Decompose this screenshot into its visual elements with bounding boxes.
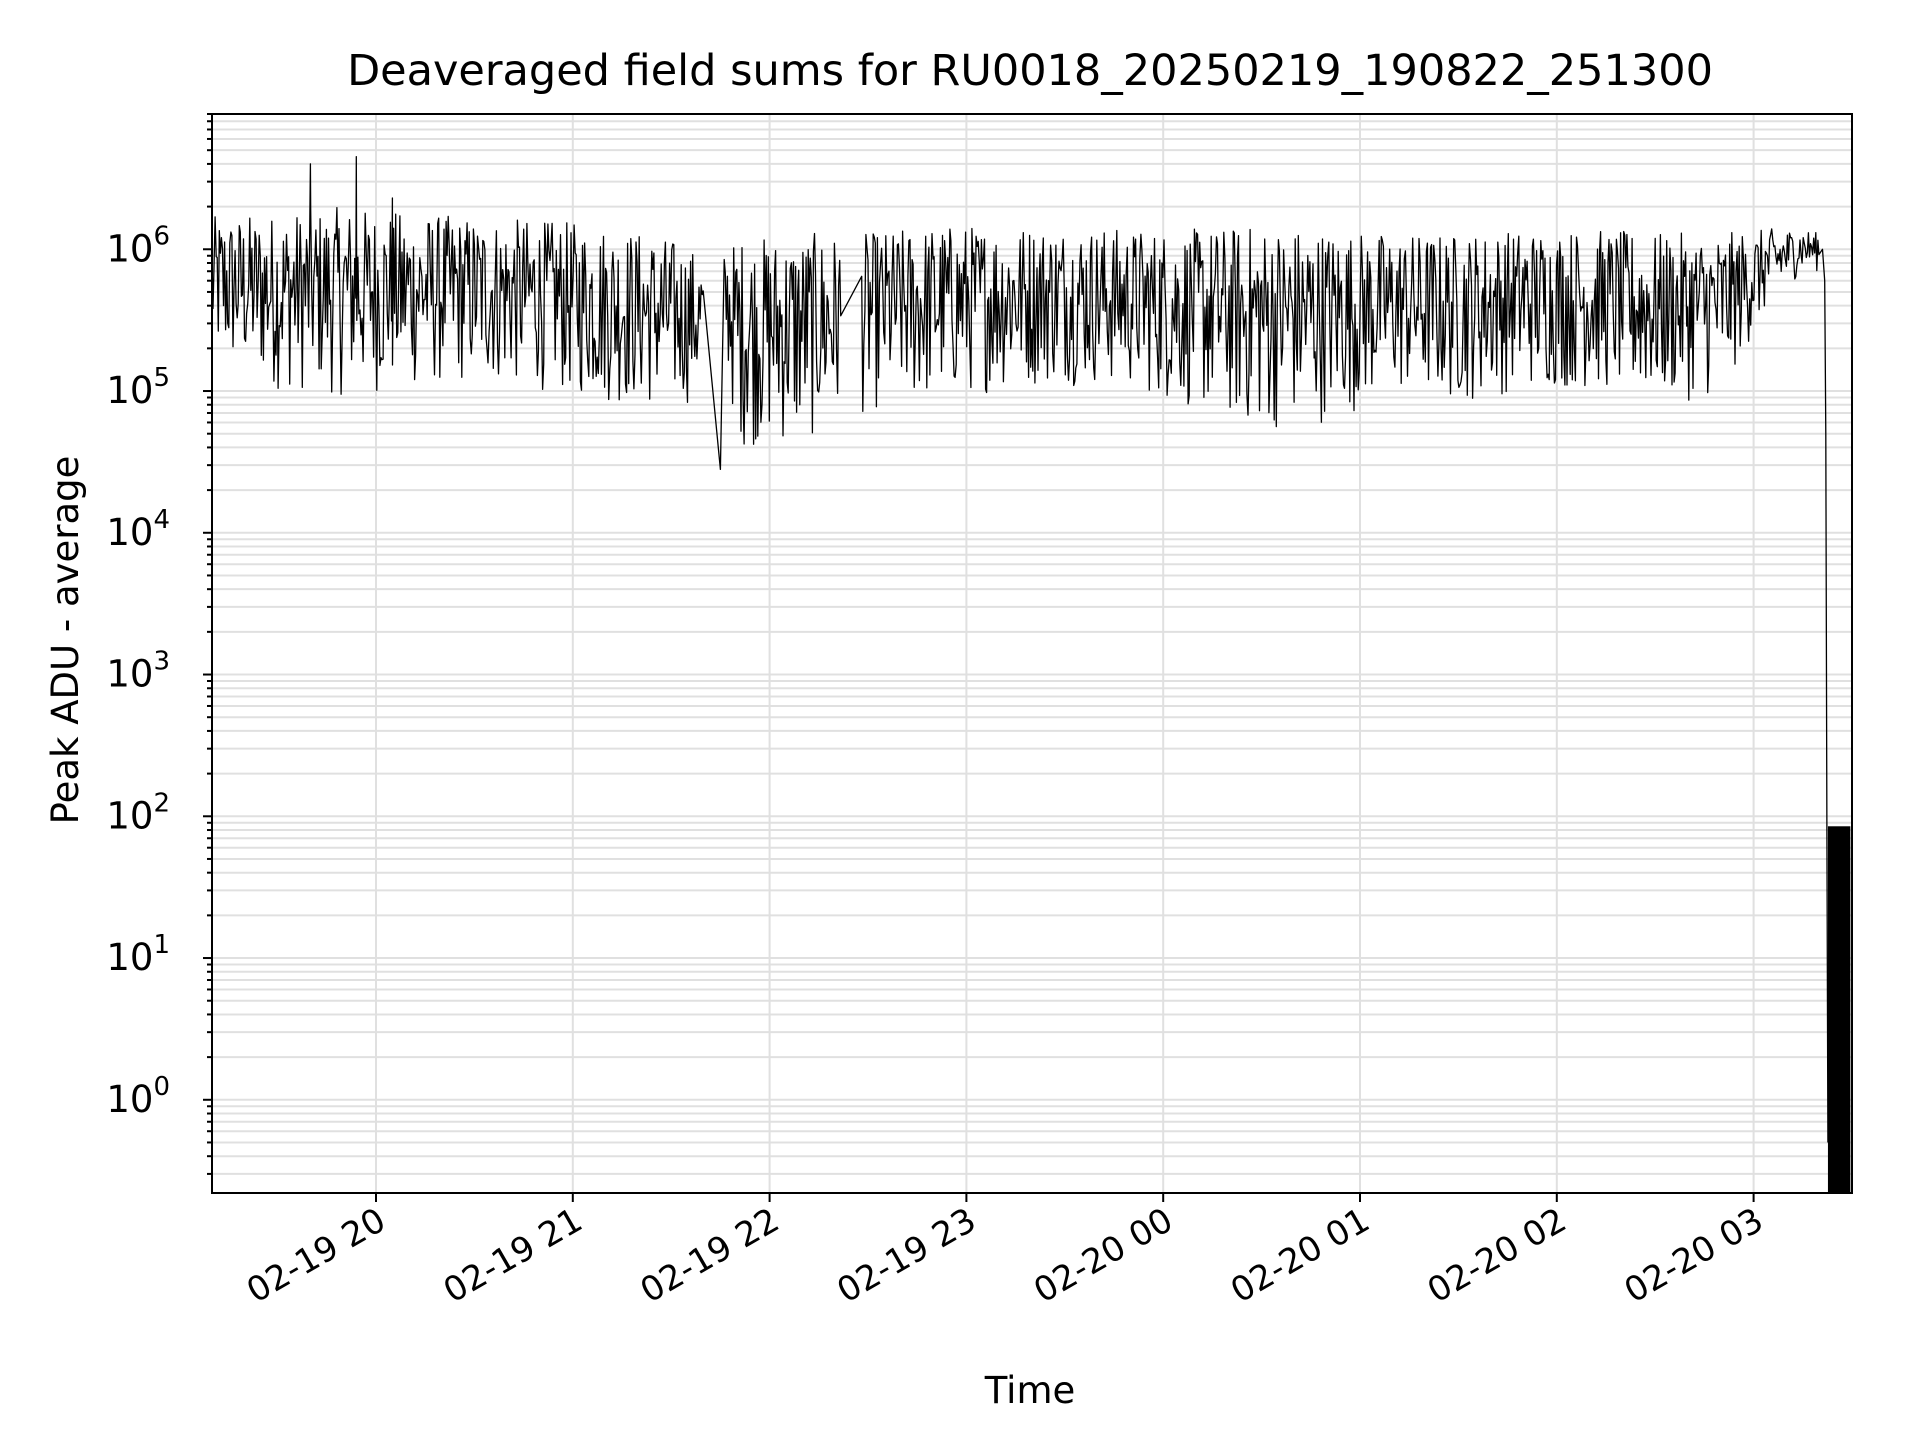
- x-tick-label: 02-20 03: [1618, 1200, 1770, 1311]
- x-tick-label: 02-20 02: [1421, 1200, 1573, 1311]
- x-axis-label: Time: [984, 1369, 1076, 1412]
- x-tick-label: 02-20 01: [1224, 1200, 1376, 1311]
- x-tick-label: 02-20 00: [1027, 1200, 1179, 1311]
- chart-title: Deaveraged field sums for RU0018_2025021…: [347, 46, 1713, 96]
- series-layer: [211, 156, 1851, 1193]
- x-tick-label: 02-19 20: [240, 1200, 392, 1311]
- grid: [212, 113, 1852, 1193]
- y-tick-label: 103: [106, 647, 170, 696]
- plot-frame: [211, 113, 1853, 1194]
- y-axis-label: Peak ADU - average: [44, 456, 87, 825]
- x-tick-label: 02-19 23: [831, 1200, 983, 1311]
- y-tick-label: 102: [106, 788, 170, 837]
- y-tick-label: 105: [106, 363, 170, 412]
- y-tick-label: 100: [106, 1072, 170, 1121]
- y-tick-label: 101: [106, 930, 170, 979]
- y-tick-label: 104: [106, 505, 170, 554]
- noise-band: [1827, 826, 1851, 1193]
- y-tick-label: 106: [106, 221, 170, 270]
- x-tick-label: 02-19 21: [437, 1200, 589, 1311]
- series-line: [211, 156, 1829, 1143]
- x-tick-label: 02-19 22: [634, 1200, 786, 1311]
